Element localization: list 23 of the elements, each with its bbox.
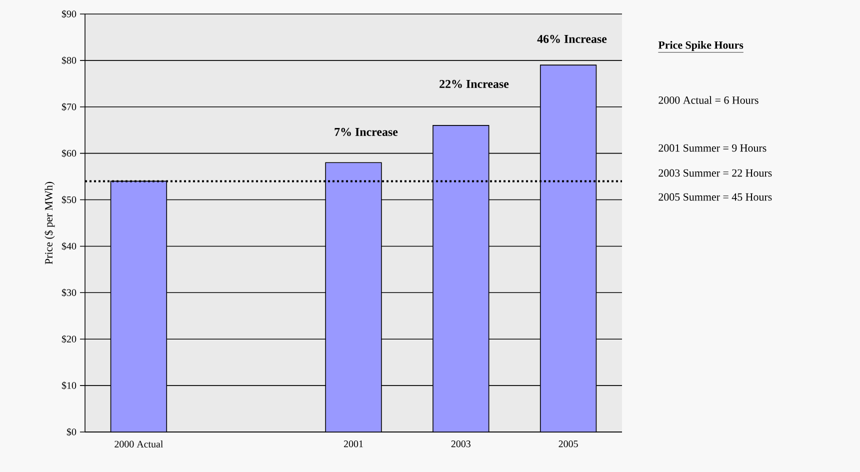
- x-tick-label: 2000 Actual: [114, 440, 163, 448]
- x-tick-label: 2005: [558, 440, 578, 448]
- y-tick-label: $70: [62, 102, 76, 111]
- x-tick-label: 2003: [451, 440, 470, 448]
- x-tick-label: 2001: [344, 440, 363, 448]
- y-tick-label: $60: [62, 149, 76, 158]
- text: 2001 Summer = 9 Hours: [658, 144, 766, 152]
- y-tick-label: $80: [62, 56, 76, 64]
- text: 2000 Actual = 6 Hours: [658, 96, 758, 104]
- annotation: 7% Increase: [334, 128, 398, 136]
- y-tick-label: $0: [66, 428, 76, 436]
- y-axis-title: Price ($ per MWh): [44, 182, 55, 264]
- text: 2005 Summer = 45 Hours: [658, 193, 772, 201]
- y-tick-label: $90: [62, 10, 76, 18]
- y-tick-label: $20: [62, 335, 76, 344]
- y-tick-label: $40: [62, 242, 76, 250]
- text: 2003 Summer = 22 Hours: [658, 169, 772, 177]
- y-tick-label: $50: [62, 196, 76, 204]
- annotation: 46% Increase: [537, 34, 607, 44]
- y-tick-label: $30: [62, 288, 76, 297]
- y-tick-label: $10: [62, 382, 76, 390]
- text: Price Spike Hours: [658, 41, 744, 51]
- annotation: 22% Increase: [440, 80, 509, 88]
